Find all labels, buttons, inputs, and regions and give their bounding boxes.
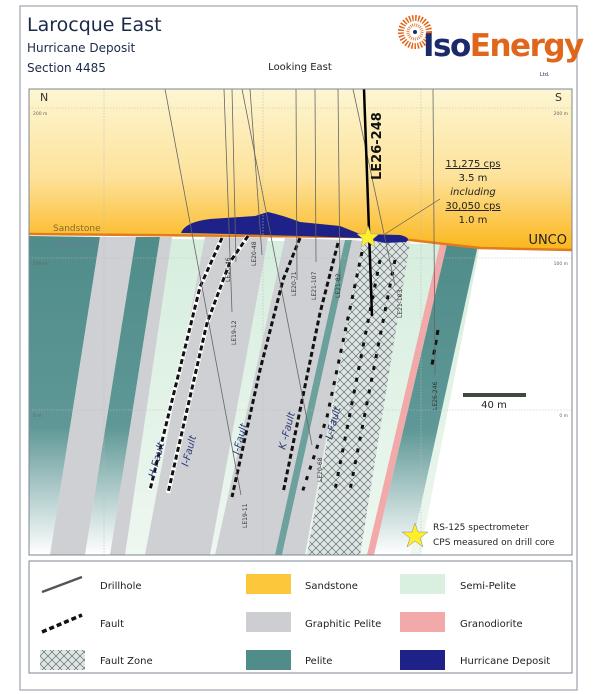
pelite-band [374,244,478,555]
basement-label: Basement [53,240,99,250]
svg-text:including: including [450,187,496,198]
fault-i [165,234,250,494]
legend-graphitic-pelite-swatch [246,612,291,632]
graphitic-pelite-band [215,238,345,555]
fault-j [230,237,302,498]
unconformity-line [28,232,573,252]
elevation-label: 0 m [33,413,42,419]
svg-text:30,050 cps: 30,050 cps [445,201,500,212]
pelite-band [85,237,160,555]
drillhole-label: LE21-107 [311,271,318,300]
drillhole-label: LE21-82 [335,273,342,298]
star-icon [356,225,380,248]
legend-label: Hurricane Deposit [460,656,550,667]
drillholes [164,88,436,496]
drillhole-label: LE20-48 [251,241,258,266]
page-title: Larocque East [27,14,162,36]
sandstone-unit [29,89,572,250]
scale-bar [463,393,526,397]
legend-label: Fault Zone [100,656,153,667]
star-note: RS-125 spectrometer [433,523,529,533]
svg-text:1.0 m: 1.0 m [459,215,488,226]
fault-l [300,251,364,494]
graphitic-pelite-band [50,237,136,555]
drillhole-label: LE21-103 [397,289,404,318]
unconformity-label: UNCO [528,233,567,248]
legend-label: Drillhole [100,581,142,592]
fault-k [281,242,340,494]
legend-drillhole-symbol [41,575,83,594]
drillhole-label: LE19-11 [242,503,249,528]
legend-label: Sandstone [305,581,358,592]
elevation-label: 0 m [559,413,568,419]
faults [147,234,440,498]
sandstone-label: Sandstone [53,224,101,234]
legend: Drillhole Sandstone Semi-Pelite Fault Gr… [28,560,573,674]
drillhole-label: LE20-71 [291,271,298,296]
drillhole-label: LE20-46 [225,257,232,282]
svg-text:3.5 m: 3.5 m [459,173,488,184]
isoenergy-logo: IsoEnergy Ltd. [398,15,586,78]
svg-text:IsoEnergy: IsoEnergy [423,28,584,64]
hurricane-deposit [181,212,408,243]
legend-label: Semi-Pelite [460,581,516,592]
legend-fault-zone-swatch [40,650,85,670]
section-frame [28,88,573,556]
cross-section: 200 m 200 m 100 m 100 m 0 m 0 m [28,88,573,555]
legend-label: Granodiorite [460,619,523,630]
graphitic-pelite-band [145,237,268,555]
pelite-band [29,236,100,555]
fault-h [147,237,225,491]
granodiorite-band [367,244,447,555]
elevation-label: 200 m [554,111,568,117]
drillhole-label: LE19-12 [231,320,238,345]
elevation-label: 100 m [554,261,568,267]
view-direction: Looking East [268,62,332,73]
legend-label: Graphitic Pelite [305,619,381,630]
drillhole-labels: LE19-11 LE19-12 LE20-46 LE20-48 LE20-68 … [225,241,439,528]
subtitle: Hurricane Deposit [27,41,136,55]
legend-semi-pelite-swatch [400,574,445,594]
annotation-leader [384,198,441,235]
star-note: CPS measured on drill core [433,538,555,548]
pelite-band [275,240,352,555]
star-icon [401,522,429,548]
legend-pelite-swatch [246,650,291,670]
legend-sandstone-swatch [246,574,291,594]
drillhole-label: LE20-68 [317,457,324,482]
drillhole-label: LE26-246 [432,381,439,410]
svg-text:Ltd.: Ltd. [540,72,550,78]
legend-fault-symbol [41,613,83,634]
legend-granodiorite-swatch [400,612,445,632]
graphitic-pelite-band [282,240,362,555]
legend-label: Fault [100,619,124,630]
elevation-label: 100 m [33,261,47,267]
drillhole-le26-248 [362,88,374,317]
elevation-label: 200 m [33,111,47,117]
south-label: S [555,91,562,104]
intercept-annotation: 11,275 cps 3.5 m including 30,050 cps 1.… [445,159,500,226]
svg-text:11,275 cps: 11,275 cps [445,159,500,170]
legend-label: Pelite [305,656,332,667]
legend-deposit-swatch [400,650,445,670]
graphitic-pelite-band [110,237,172,555]
north-label: N [40,91,48,104]
section-number: Section 4485 [27,61,106,75]
highlight-drillhole-label: LE26-248 [370,112,385,180]
scale-bar-label: 40 m [481,400,507,411]
